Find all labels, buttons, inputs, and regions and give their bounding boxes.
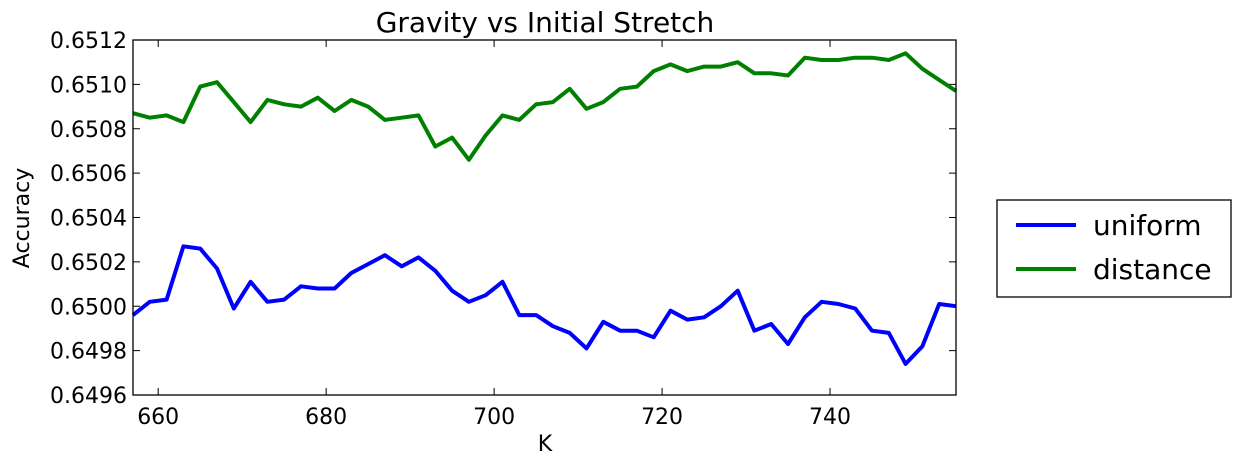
series-line-distance — [132, 51, 958, 162]
legend-label-distance: distance — [1093, 253, 1212, 286]
series-lines — [131, 51, 958, 366]
legend-box — [996, 199, 1232, 298]
x-tick-label: 720 — [641, 405, 683, 430]
y-axis-label: Accuracy — [10, 168, 35, 268]
y-tick-label: 0.6504 — [50, 207, 127, 232]
legend-label-uniform: uniform — [1093, 209, 1202, 242]
y-tick-label: 0.6508 — [50, 118, 127, 143]
chart-title: Gravity vs Initial Stretch — [376, 6, 715, 39]
y-tick-label: 0.6510 — [50, 73, 127, 98]
x-axis-label: K — [538, 432, 553, 457]
x-tick-label: 680 — [305, 405, 347, 430]
axis-ticks: 660 680 700 720 740 0.6496 0.6498 0.6500 0.6502 0… — [50, 29, 956, 430]
y-tick-label: 0.6500 — [50, 295, 127, 320]
y-tick-label: 0.6512 — [50, 29, 127, 54]
x-tick-label: 660 — [137, 405, 179, 430]
x-tick-label: 740 — [809, 405, 851, 430]
y-tick-label: 0.6506 — [50, 162, 127, 187]
y-tick-label: 0.6496 — [50, 384, 127, 409]
plot-frame — [132, 39, 957, 396]
y-tick-label: 0.6502 — [50, 251, 127, 276]
series-line-uniform — [131, 244, 957, 366]
x-tick-label: 700 — [473, 405, 515, 430]
legend: uniform distance — [996, 199, 1232, 298]
y-tick-label: 0.6498 — [50, 340, 127, 365]
